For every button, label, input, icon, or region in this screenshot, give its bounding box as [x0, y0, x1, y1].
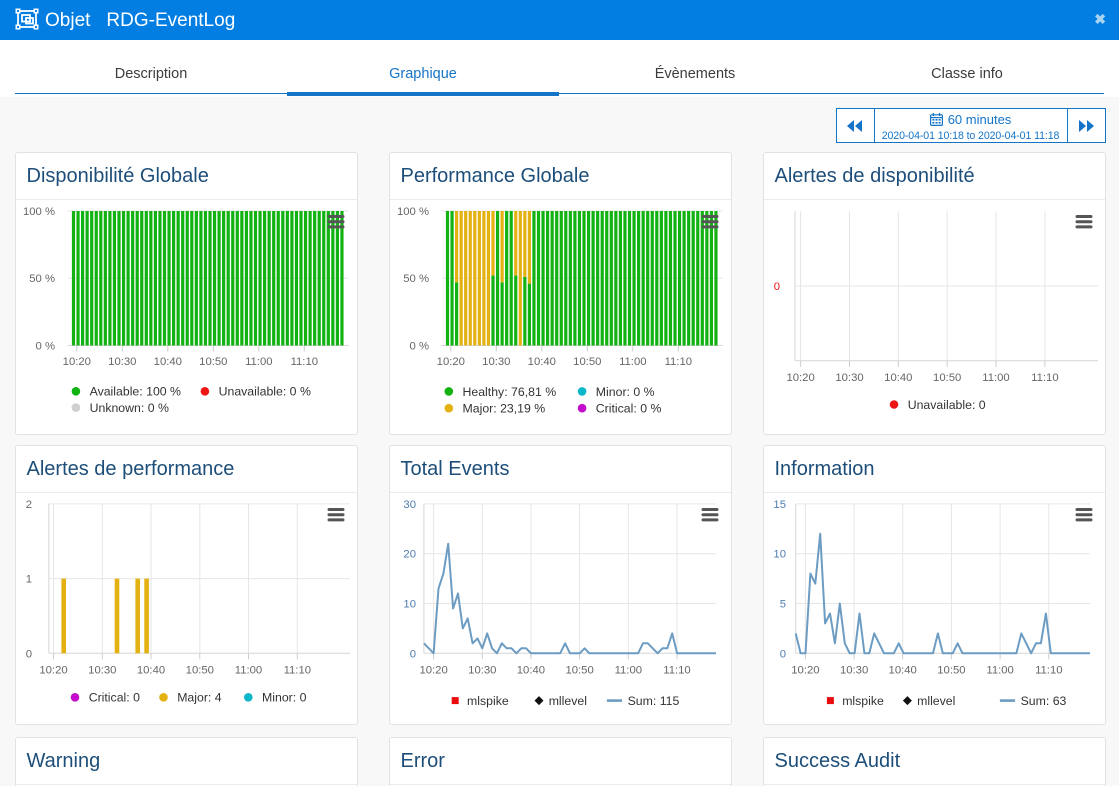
svg-text:11:00: 11:00 [235, 664, 262, 676]
svg-text:Minor: 0: Minor: 0 [262, 690, 307, 704]
svg-text:10:30: 10:30 [88, 664, 116, 676]
svg-text:Healthy: 76,81 %: Healthy: 76,81 % [463, 385, 557, 399]
svg-text:10: 10 [403, 598, 416, 610]
svg-text:30: 30 [403, 499, 416, 511]
svg-text:20: 20 [403, 548, 416, 560]
svg-text:mllevel: mllevel [917, 694, 955, 708]
svg-text:100 %: 100 % [397, 206, 429, 218]
svg-text:11:00: 11:00 [619, 356, 646, 368]
svg-text:10:20: 10:20 [437, 356, 465, 368]
svg-text:Available: 100 %: Available: 100 % [90, 385, 181, 399]
svg-text:10:50: 10:50 [933, 372, 961, 384]
svg-text:5: 5 [780, 598, 786, 610]
svg-text:Unknown: 0 %: Unknown: 0 % [90, 401, 169, 415]
svg-text:10:50: 10:50 [937, 664, 965, 676]
svg-text:2: 2 [26, 499, 32, 511]
svg-text:10:40: 10:40 [517, 664, 545, 676]
svg-text:11:10: 11:10 [291, 356, 318, 368]
svg-text:10:20: 10:20 [791, 664, 819, 676]
svg-text:11:00: 11:00 [986, 664, 1013, 676]
svg-text:11:10: 11:10 [1031, 372, 1058, 384]
svg-text:11:10: 11:10 [284, 664, 311, 676]
svg-text:11:10: 11:10 [663, 664, 690, 676]
svg-text:mlspike: mlspike [842, 694, 884, 708]
svg-text:10:20: 10:20 [63, 356, 91, 368]
svg-text:10:30: 10:30 [840, 664, 868, 676]
svg-text:1: 1 [26, 573, 32, 585]
svg-text:50 %: 50 % [29, 273, 55, 285]
svg-text:10:40: 10:40 [884, 372, 912, 384]
svg-text:Critical: 0: Critical: 0 [89, 690, 140, 704]
svg-text:11:10: 11:10 [1035, 664, 1062, 676]
svg-text:Unavailable: 0: Unavailable: 0 [908, 398, 986, 412]
svg-text:11:00: 11:00 [245, 356, 272, 368]
svg-text:10:40: 10:40 [154, 356, 182, 368]
svg-text:0 %: 0 % [410, 341, 429, 353]
svg-text:0: 0 [26, 648, 32, 660]
svg-text:11:00: 11:00 [615, 664, 642, 676]
svg-text:50 %: 50 % [403, 273, 429, 285]
svg-text:mlspike: mlspike [467, 694, 509, 708]
svg-text:10:50: 10:50 [565, 664, 593, 676]
svg-text:10:30: 10:30 [835, 372, 863, 384]
svg-text:0: 0 [774, 281, 780, 293]
svg-text:10:40: 10:40 [137, 664, 165, 676]
svg-text:Sum: 115: Sum: 115 [628, 694, 680, 708]
svg-text:0 %: 0 % [36, 341, 55, 353]
svg-text:10:40: 10:40 [528, 356, 556, 368]
svg-text:11:10: 11:10 [665, 356, 692, 368]
svg-text:15: 15 [773, 499, 786, 511]
svg-text:10:50: 10:50 [573, 356, 601, 368]
svg-text:Minor: 0 %: Minor: 0 % [596, 385, 655, 399]
svg-text:100 %: 100 % [23, 206, 55, 218]
svg-text:10:50: 10:50 [186, 664, 214, 676]
svg-text:10:30: 10:30 [482, 356, 510, 368]
svg-text:mllevel: mllevel [549, 694, 587, 708]
svg-text:10:20: 10:20 [419, 664, 447, 676]
svg-text:10: 10 [773, 548, 786, 560]
svg-text:10:40: 10:40 [889, 664, 917, 676]
svg-text:10:20: 10:20 [39, 664, 67, 676]
svg-text:Unavailable: 0 %: Unavailable: 0 % [219, 385, 311, 399]
svg-text:0: 0 [780, 648, 786, 660]
svg-text:11:00: 11:00 [982, 372, 1009, 384]
svg-text:10:50: 10:50 [199, 356, 227, 368]
svg-text:Major: 4: Major: 4 [177, 690, 222, 704]
svg-text:10:20: 10:20 [786, 372, 814, 384]
svg-text:10:30: 10:30 [468, 664, 496, 676]
svg-text:Critical: 0 %: Critical: 0 % [596, 402, 662, 416]
svg-text:Sum: 63: Sum: 63 [1021, 694, 1067, 708]
svg-text:10:30: 10:30 [108, 356, 136, 368]
svg-text:Major: 23,19 %: Major: 23,19 % [463, 402, 546, 416]
svg-text:0: 0 [410, 648, 416, 660]
